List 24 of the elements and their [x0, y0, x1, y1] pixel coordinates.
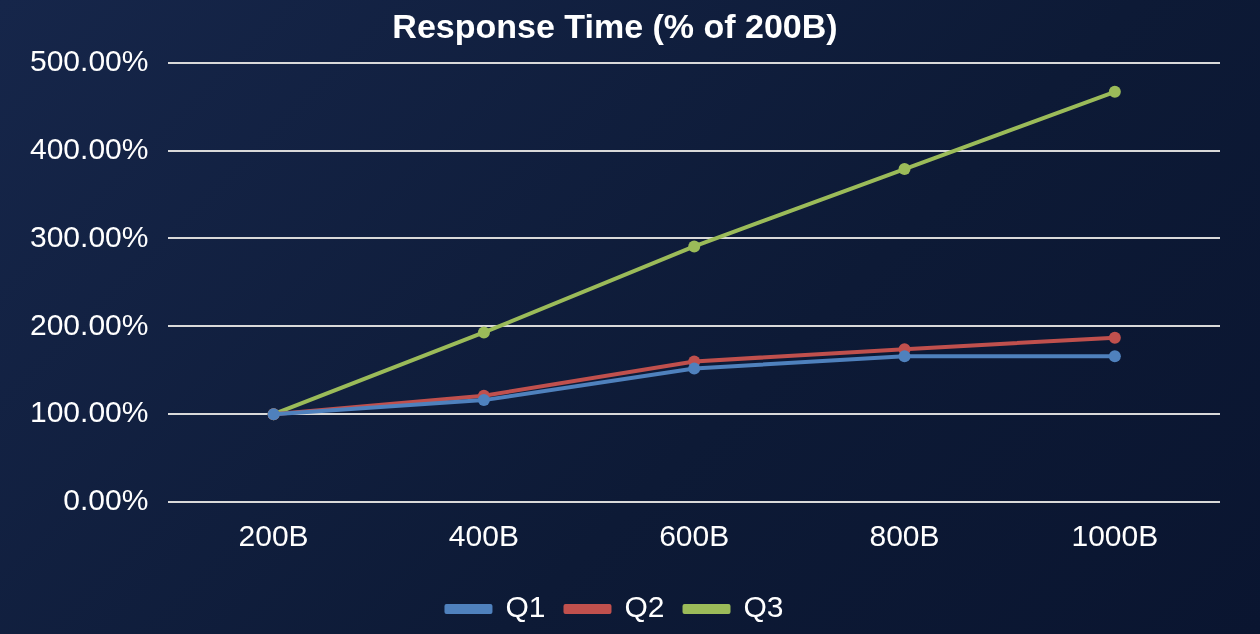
- x-tick-label: 800B: [869, 519, 940, 553]
- x-tick-label: 600B: [659, 519, 730, 553]
- legend-label: Q1: [505, 590, 546, 624]
- point: [688, 240, 701, 253]
- x-tick-label: 200B: [238, 519, 309, 553]
- point: [688, 362, 701, 375]
- y-tick-label: 400.00%: [30, 131, 149, 165]
- legend-label: Q3: [743, 590, 784, 624]
- y-tick-label: 100.00%: [30, 395, 149, 429]
- point: [898, 163, 911, 176]
- point: [477, 326, 490, 339]
- point: [477, 394, 490, 407]
- x-tick-label: 400B: [448, 519, 519, 553]
- point: [898, 350, 911, 363]
- chart-title: Response Time (% of 200B): [392, 6, 838, 45]
- y-tick-label: 200.00%: [30, 307, 149, 341]
- y-tick-label: 300.00%: [30, 219, 149, 253]
- y-tick-label: 500.00%: [30, 44, 149, 78]
- legend-label: Q2: [624, 590, 665, 624]
- x-tick-label: 1000B: [1071, 519, 1159, 553]
- point: [1108, 85, 1121, 98]
- point: [1108, 350, 1121, 363]
- y-tick-label: 0.00%: [63, 483, 149, 517]
- point: [1108, 331, 1121, 344]
